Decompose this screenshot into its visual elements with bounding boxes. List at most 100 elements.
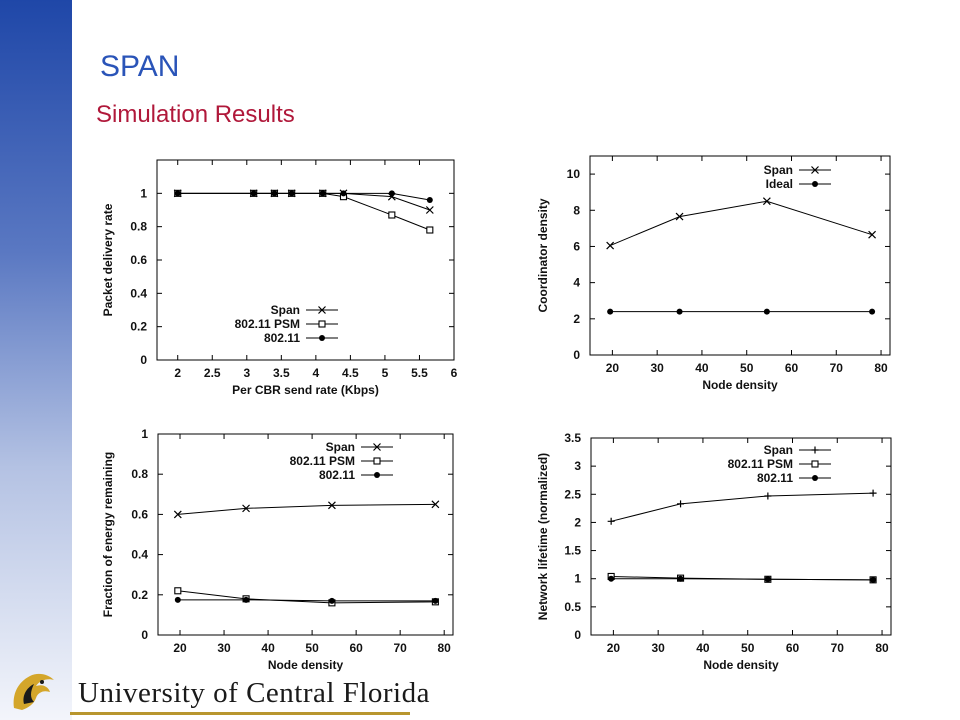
chart-energy-remaining: 0 0.2 0.4 0.6 0.8 1 20 30 40 50 60 70 80 Node density… (101, 427, 454, 672)
y-tick-label: 0.4 (130, 286, 147, 300)
data-point (677, 575, 684, 582)
data-point (608, 575, 615, 582)
x-tick-label: 80 (874, 361, 888, 375)
x-tick-label: 6 (451, 366, 458, 380)
y-tick-label: 2 (573, 312, 580, 326)
y-tick-label: 6 (573, 239, 580, 253)
data-point (764, 576, 771, 583)
y-tick-label: 0.5 (564, 600, 581, 614)
data-point (242, 504, 250, 513)
legend-label: 802.11 PSM (728, 457, 793, 471)
x-tick-label: 30 (217, 641, 231, 655)
data-point (675, 212, 684, 221)
data-point (327, 501, 336, 510)
y-tick-label: 1 (574, 572, 581, 586)
x-tick-label: 80 (875, 641, 889, 655)
university-name: University of Central Florida (78, 677, 430, 709)
x-tick-label: 70 (830, 361, 844, 375)
data-point (319, 190, 326, 197)
y-tick-label: 0.6 (130, 253, 147, 267)
x-tick-label: 60 (785, 361, 799, 375)
series-line (611, 578, 874, 581)
data-point (869, 489, 877, 497)
x-tick-label: 40 (261, 641, 275, 655)
data-point (174, 596, 181, 603)
data-point (271, 190, 278, 197)
slide-title: SPAN (100, 50, 180, 83)
data-point (425, 206, 434, 214)
data-point (173, 510, 182, 519)
y-tick-label: 8 (573, 203, 580, 217)
y-tick-label: 3.5 (564, 431, 581, 445)
x-axis-label: Per CBR send rate (Kbps) (232, 383, 379, 397)
series-line (177, 192, 430, 201)
legend-label: Span (764, 163, 793, 177)
x-tick-label: 5.5 (411, 366, 428, 380)
x-tick-label: 50 (740, 361, 754, 375)
x-axis-label: Node density (702, 378, 778, 392)
data-point (288, 190, 295, 197)
x-tick-label: 2.5 (204, 366, 221, 380)
y-tick-label: 0 (574, 628, 581, 642)
data-point (869, 308, 876, 315)
x-tick-label: 3.5 (273, 366, 290, 380)
x-tick-label: 40 (695, 361, 709, 375)
x-tick-label: 50 (741, 641, 755, 655)
x-tick-label: 30 (650, 361, 664, 375)
x-tick-label: 70 (393, 641, 407, 655)
y-tick-label: 0.6 (131, 507, 148, 521)
y-tick-label: 2.5 (564, 487, 581, 501)
series-line (177, 503, 436, 515)
y-axis-label: Fraction of energy remaining (101, 452, 115, 617)
x-tick-label: 80 (438, 641, 452, 655)
legend-label: Span (271, 303, 300, 317)
y-axis-label: Coordinator density (536, 198, 550, 312)
data-point (426, 226, 434, 234)
data-point (174, 587, 182, 595)
data-point (243, 596, 250, 603)
y-tick-label: 2 (574, 515, 581, 529)
sidebar-gradient-bar (0, 0, 72, 720)
x-axis-label: Node density (268, 658, 344, 672)
plot-frame (157, 433, 454, 636)
legend-label: 802.11 (319, 468, 355, 482)
legend-marker (373, 443, 381, 451)
ucf-pegasus-logo (13, 673, 55, 710)
chart-network-lifetime: 0 0.5 1 1.5 2 2.5 3 3.5 20 30 40 50 60 70 80 Node densi… (536, 431, 892, 672)
x-axis-label: Node density (703, 658, 779, 672)
y-tick-label: 0.8 (130, 220, 147, 234)
plot-frame (590, 437, 892, 636)
x-tick-label: 40 (696, 641, 710, 655)
data-point (426, 197, 433, 203)
plot-frame (589, 155, 891, 356)
y-tick-label: 10 (567, 167, 581, 181)
x-tick-label: 20 (606, 361, 620, 375)
data-point (764, 492, 772, 500)
x-tick-label: 50 (305, 641, 319, 655)
slide-subtitle: Simulation Results (96, 101, 295, 128)
data-point (676, 308, 683, 315)
legend-label: 802.11 (264, 331, 300, 345)
legend-marker (373, 457, 381, 465)
data-point (340, 190, 347, 197)
legend-marker (318, 306, 326, 314)
data-point (432, 597, 439, 604)
data-point (606, 241, 615, 250)
series-line (177, 599, 436, 602)
data-point (174, 190, 181, 197)
y-tick-label: 0.4 (131, 548, 148, 562)
data-point (762, 197, 771, 206)
x-tick-label: 70 (831, 641, 845, 655)
x-tick-label: 20 (607, 641, 621, 655)
legend-marker (812, 475, 818, 481)
data-point (388, 190, 395, 197)
legend-marker (319, 335, 325, 341)
data-point (388, 211, 396, 219)
series-line (177, 590, 436, 604)
x-tick-label: 20 (173, 641, 187, 655)
y-tick-label: 1 (141, 427, 148, 441)
x-tick-label: 4.5 (342, 366, 359, 380)
x-tick-label: 5 (382, 366, 389, 380)
series-line (609, 200, 873, 247)
footer-gold-line (70, 712, 410, 715)
